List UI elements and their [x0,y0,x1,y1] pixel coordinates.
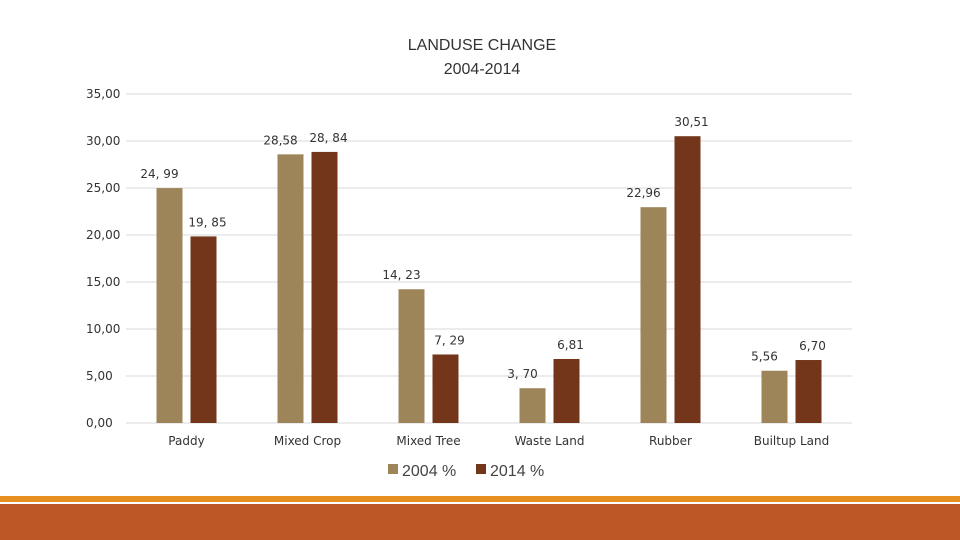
y-tick-label: 30,00 [86,134,120,148]
chart-title: LANDUSE CHANGE [408,37,556,54]
bar-2004 [519,388,546,423]
data-label: 7, 29 [434,333,465,347]
category-label: Paddy [168,434,204,448]
legend: 2004 % 2014 % [388,463,544,480]
category-label: Mixed Crop [274,434,341,448]
y-tick-label: 35,00 [86,87,120,101]
category-label: Builtup Land [754,434,830,448]
data-label: 14, 23 [382,268,420,282]
data-label: 28, 84 [309,131,347,145]
legend-label: 2014 % [490,463,544,480]
bar-2004 [761,370,788,423]
bar-2014 [432,354,459,423]
footer-band [0,504,960,540]
bar-2004 [398,289,425,423]
bar-2014 [190,236,217,423]
data-labels: 24, 99 19, 85 28,58 28, 84 14, 23 7, 29 3, 70 6… [140,115,825,381]
y-tick-label: 20,00 [86,228,120,242]
data-label: 22,96 [626,186,660,200]
bar-2004 [156,188,183,423]
x-axis-categories: Paddy Mixed Crop Mixed Tree Waste Land Rubbe… [168,434,829,448]
data-label: 19, 85 [188,215,226,229]
bar-2004 [277,154,304,423]
gridlines [126,93,852,424]
bar-2014 [311,151,338,424]
bar-2004 [640,207,667,423]
y-tick-label: 5,00 [86,369,113,383]
footer-accent-stripe [0,496,960,502]
y-tick-label: 0,00 [86,416,113,430]
data-label: 24, 99 [140,167,178,181]
category-label: Waste Land [515,434,585,448]
legend-swatch [476,464,486,474]
bar-2014 [553,358,580,423]
data-label: 3, 70 [507,367,538,381]
y-tick-label: 25,00 [86,181,120,195]
legend-swatch [388,464,398,474]
bar-2014 [674,136,701,423]
data-label: 30,51 [674,115,708,129]
category-label: Mixed Tree [396,434,460,448]
data-label: 6,70 [799,339,826,353]
chart-subtitle: 2004-2014 [444,61,521,78]
y-tick-label: 15,00 [86,275,120,289]
y-tick-label: 10,00 [86,322,120,336]
y-axis-ticks: 0,00 5,00 10,00 15,00 20,00 25,00 30,00 35,00 [86,87,120,430]
data-label: 5,56 [751,350,778,364]
data-label: 28,58 [263,133,297,147]
legend-label: 2004 % [402,463,456,480]
data-label: 6,81 [557,338,584,352]
category-label: Rubber [649,434,692,448]
bar-2014 [795,360,822,423]
bars [156,136,822,424]
